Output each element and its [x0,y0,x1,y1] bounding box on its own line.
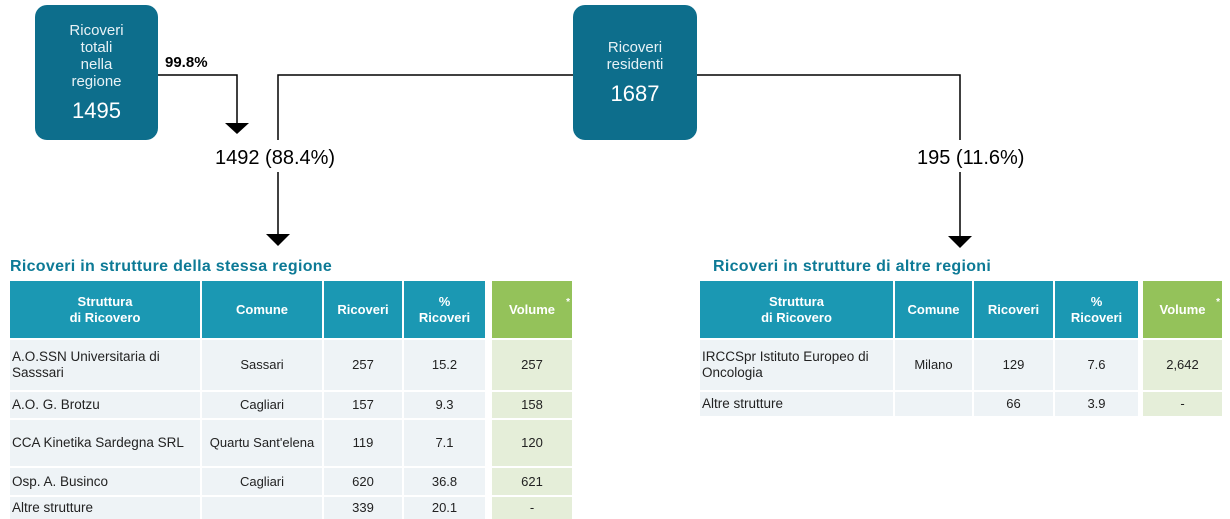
table-cell: 339 [324,497,402,519]
table-cell: 120 [492,420,572,466]
table-cell: - [492,497,572,519]
header-line: % [1090,293,1103,309]
table-cell: 7.6 [1055,340,1138,390]
node-label: Ricoveri [607,38,663,56]
flow-label: 195 (11.6%) [917,147,1025,169]
table-cell: A.O.SSN Universitaria di Sasssari [10,340,200,390]
arrow-head [948,236,972,248]
table-cell: A.O. G. Brotzu [10,392,200,418]
table-cell: 257 [492,340,572,390]
header-line: Ricoveri [1070,309,1123,325]
footnote-mark: * [566,297,570,308]
flow-label: 1492 (88.4%) [215,147,336,169]
column-header: % Ricoveri [404,281,485,338]
node-label: Ricoveri [69,21,124,39]
table-cell: 157 [324,392,402,418]
column-header: Comune [895,281,972,338]
header-line: di Ricovero [761,309,832,325]
node-value: 1687 [610,80,660,106]
header-line: Ricoveri [987,301,1040,317]
node-value: 1495 [72,97,121,123]
column-header: Struttura di Ricovero [10,281,200,338]
node-label: totali [80,38,113,56]
column-header: Struttura di Ricovero [700,281,893,338]
table-cell [895,392,972,416]
table-cell: Altre strutture [10,497,200,519]
table-cell: 3.9 [1055,392,1138,416]
table-cell: - [1143,392,1222,416]
header-line: Volume [509,301,555,317]
table-cell: CCA Kinetika Sardegna SRL [10,420,200,466]
table-cell: 15.2 [404,340,485,390]
footnote-mark: * [1216,297,1220,308]
connector [277,74,573,140]
table-cell: 129 [974,340,1053,390]
table-title: Ricoveri in strutture della stessa regio… [10,258,333,275]
node-box: Ricoveri residenti 1687 [573,5,697,140]
header-line: Struttura [769,293,824,309]
header-line: Volume [1159,301,1206,317]
node-label: residenti [606,55,664,73]
header-line: Comune [907,301,960,317]
header-line: Ricoveri [418,309,471,325]
table-cell: Cagliari [202,468,322,495]
table-cell: 9.3 [404,392,485,418]
header-line: % [438,293,451,309]
header-line: Comune [236,301,288,317]
table-cell: 621 [492,468,572,495]
table-cell: 119 [324,420,402,466]
table-cell [202,497,322,519]
connector [158,74,238,125]
column-header: Volume * [1143,281,1222,338]
table-cell: 66 [974,392,1053,416]
table-title: Ricoveri in strutture di altre regioni [713,258,992,275]
table-cell: Sassari [202,340,322,390]
column-header: % Ricoveri [1055,281,1138,338]
header-line: Struttura [77,293,133,309]
table-cell: Quartu Sant'elena [202,420,322,466]
table-cell: 257 [324,340,402,390]
node-label: regione [71,72,122,90]
table-cell: 36.8 [404,468,485,495]
table-cell: 2,642 [1143,340,1222,390]
table-cell: Cagliari [202,392,322,418]
table-cell: Milano [895,340,972,390]
table-cell: IRCCSpr Istituto Europeo di Oncologia [700,340,893,390]
header-line: di Ricovero [69,309,141,325]
table-cell: 158 [492,392,572,418]
node-label: nella [80,55,113,73]
table-cell: Altre strutture [700,392,893,416]
table-cell: 7.1 [404,420,485,466]
column-header: Ricoveri [324,281,402,338]
arrow-head [225,123,249,134]
column-header: Volume * [492,281,572,338]
arrow-head [266,234,290,246]
column-header: Ricoveri [974,281,1053,338]
table-cell: 620 [324,468,402,495]
table-cell: 20.1 [404,497,485,519]
flow-label: 99.8% [165,54,208,71]
node-box: Ricoveri totali nella regione 1495 [35,5,158,140]
connector [697,74,961,140]
table-cell: Osp. A. Businco [10,468,200,495]
header-line: Ricoveri [337,301,389,317]
column-header: Comune [202,281,322,338]
